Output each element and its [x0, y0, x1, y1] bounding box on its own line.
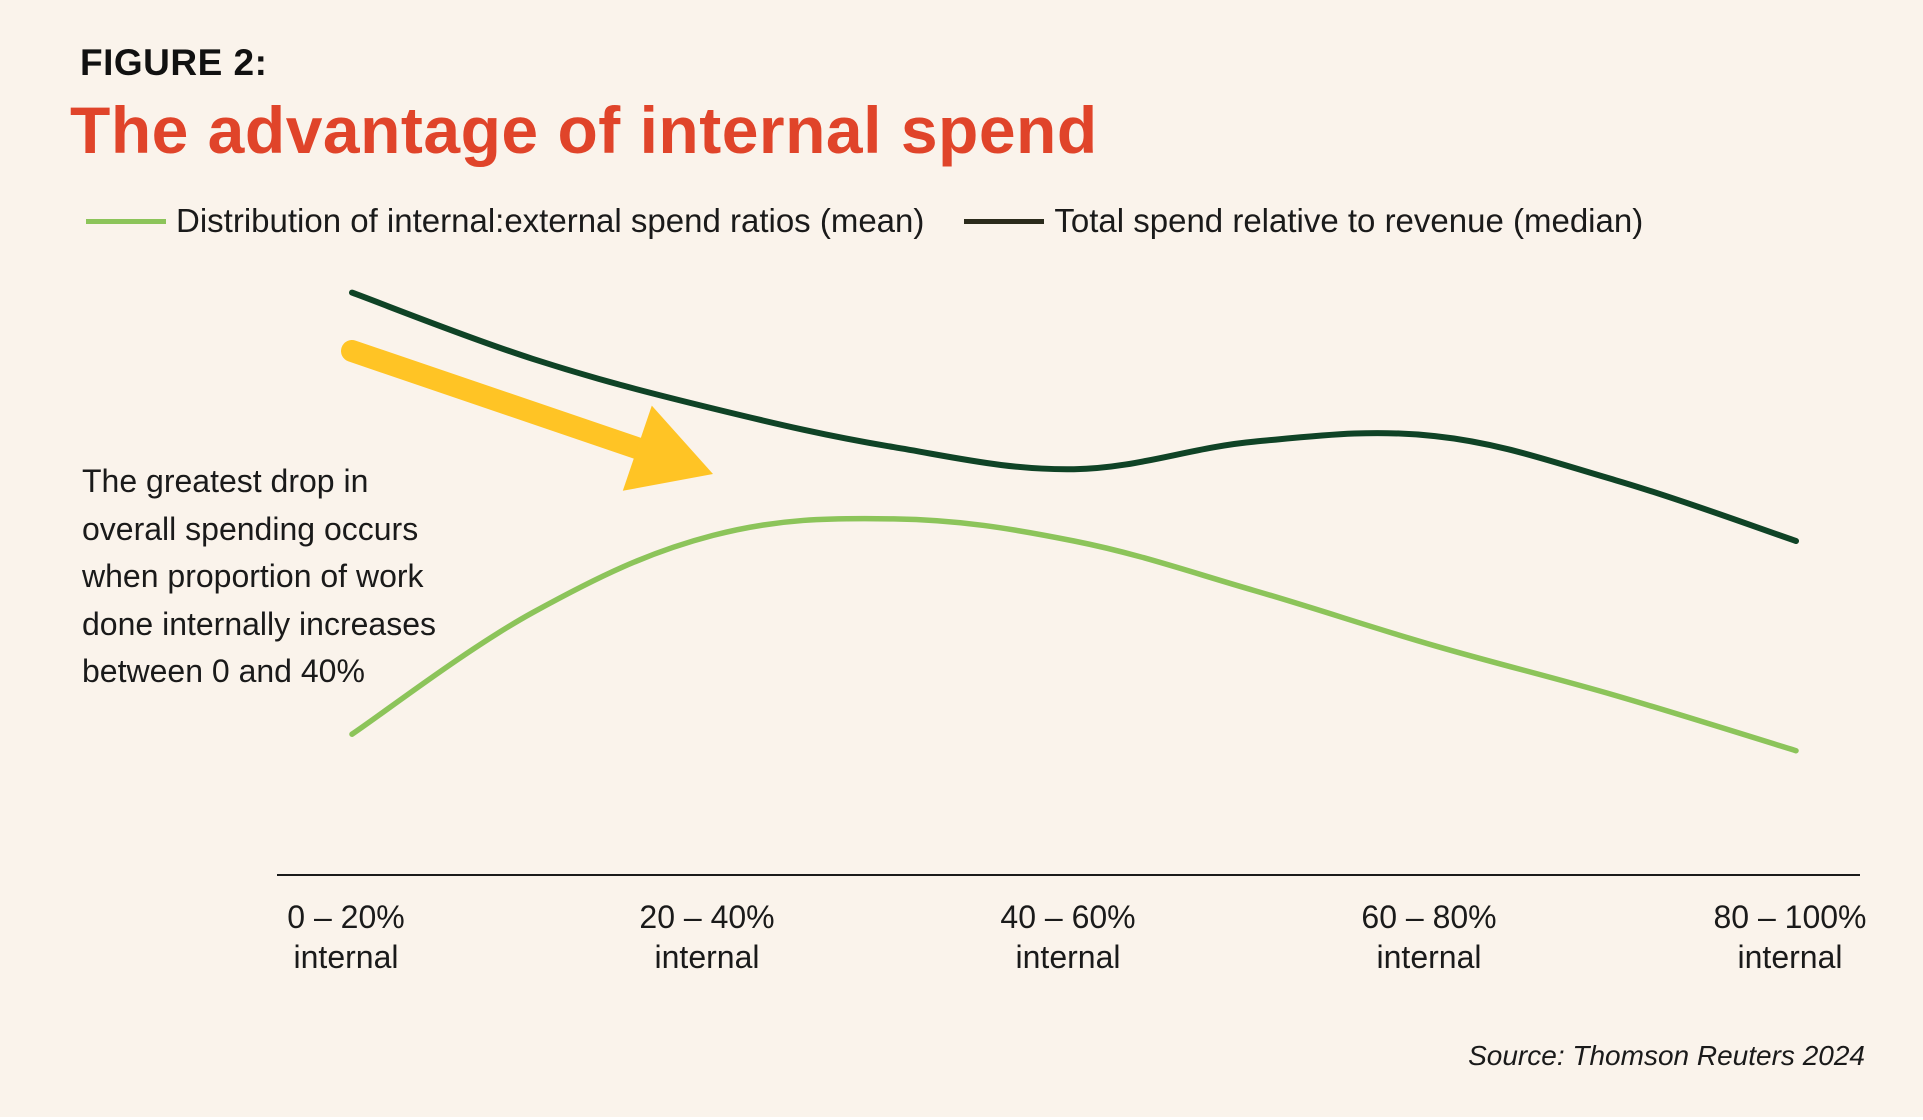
x-tick-label-line: internal: [294, 939, 399, 975]
x-tick-label-line: 80 – 100%: [1713, 899, 1866, 935]
source-note: Source: Thomson Reuters 2024: [1468, 1040, 1865, 1071]
x-tick-label-line: internal: [655, 939, 760, 975]
legend-swatch-internal-external: [86, 218, 166, 224]
x-tick-label: 20 – 40% internal: [639, 899, 774, 975]
x-tick-label-line: 20 – 40%: [639, 899, 774, 935]
x-tick-label: 40 – 60% internal: [1000, 899, 1135, 975]
chart-annotation: The greatest drop in overall spending oc…: [82, 458, 502, 696]
x-tick-label: 80 – 100% internal: [1713, 899, 1866, 975]
chart-legend: Distribution of internal:external spend …: [86, 202, 1683, 240]
x-tick-label-line: internal: [1377, 939, 1482, 975]
x-tick-label-line: 0 – 20%: [287, 899, 404, 935]
figure-label: FIGURE 2:: [80, 42, 268, 83]
legend-item-total-spend: Total spend relative to revenue (median): [964, 202, 1643, 240]
annotation-line: done internally increases: [82, 605, 436, 642]
legend-swatch-total-spend: [964, 218, 1045, 224]
x-tick-label-line: 40 – 60%: [1000, 899, 1135, 935]
annotation-line: The greatest drop in: [82, 463, 369, 499]
x-tick-label-line: internal: [1738, 939, 1843, 975]
annotation-arrow-head: [622, 405, 713, 491]
x-tick-label-line: 60 – 80%: [1361, 899, 1496, 935]
annotation-line: overall spending occurs: [82, 510, 419, 547]
annotation-line: when proportion of work: [82, 558, 424, 594]
series-line-internal-external: [349, 515, 1799, 754]
annotation-line: between 0 and 40%: [82, 653, 365, 689]
annotation-arrow-shaft: [341, 340, 653, 461]
x-tick-label-line: internal: [1016, 939, 1121, 975]
x-tick-label: 0 – 20% internal: [287, 899, 404, 975]
legend-label-total-spend: Total spend relative to revenue (median): [1054, 202, 1644, 239]
chart-title: The advantage of internal spend: [70, 93, 1098, 167]
legend-label-internal-external: Distribution of internal:external spend …: [176, 202, 925, 239]
legend-item-internal-external: Distribution of internal:external spend …: [86, 202, 924, 240]
series-line-total-spend: [349, 289, 1799, 544]
x-tick-label: 60 – 80% internal: [1361, 899, 1496, 975]
